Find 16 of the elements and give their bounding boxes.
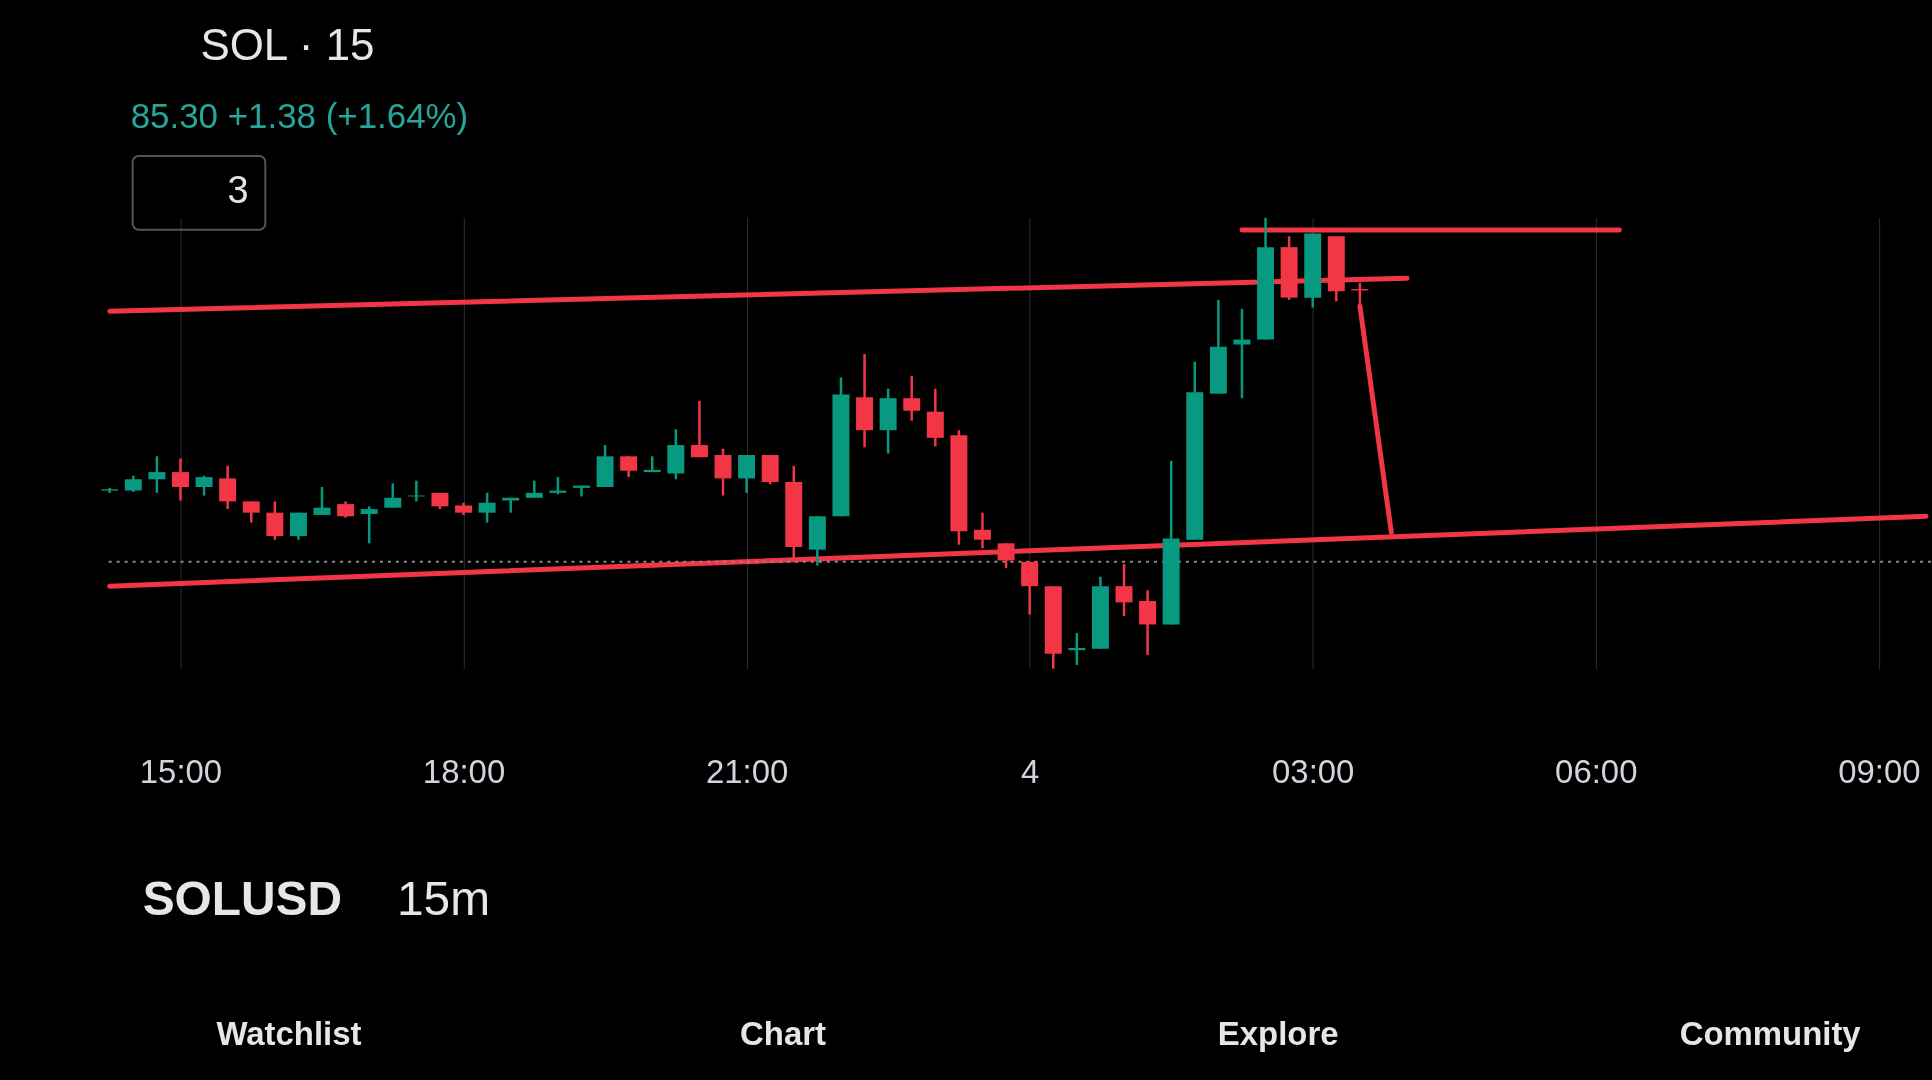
- x-tick-label: 03:00: [1272, 752, 1355, 790]
- x-tick-label: 06:00: [1555, 752, 1638, 790]
- x-tick-label: 18:00: [422, 752, 506, 790]
- chart-subtitle: 85.30 +1.38 (+1.64%): [130, 96, 469, 136]
- x-tick-label: 21:00: [705, 752, 789, 790]
- x-tick-label: 09:00: [1838, 752, 1921, 790]
- text: SOLUSD: [142, 872, 343, 926]
- text: Explore: [1217, 1014, 1339, 1052]
- x-tick-label: 4: [1021, 752, 1040, 790]
- text: Watchlist: [216, 1014, 362, 1052]
- chart-title: SOL · 15: [200, 20, 375, 70]
- text: 3: [227, 168, 249, 211]
- text: Chart: [740, 1014, 827, 1052]
- text: 15m: [396, 872, 491, 926]
- x-tick-label: 15:00: [139, 752, 223, 790]
- text: Community: [1679, 1014, 1862, 1052]
